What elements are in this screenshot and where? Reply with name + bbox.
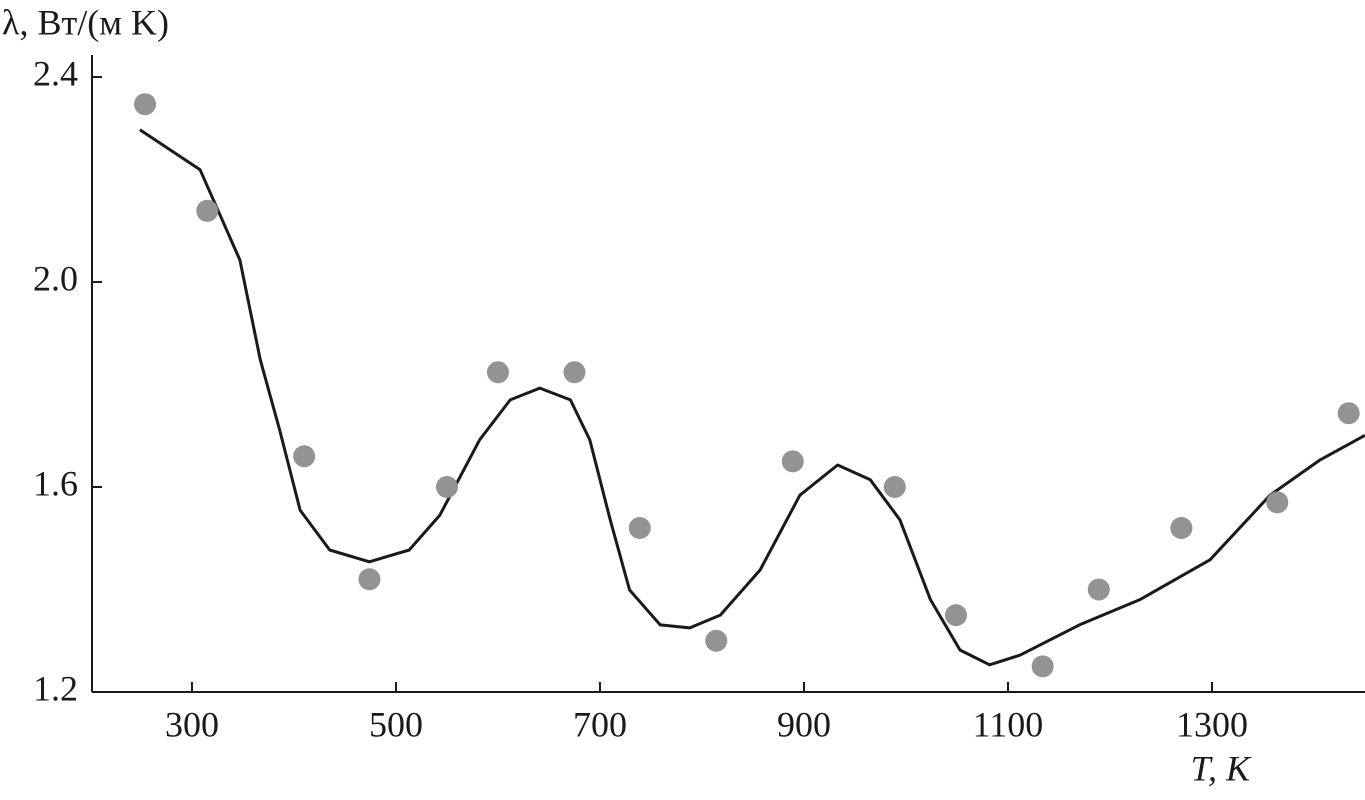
data-point [883,476,906,499]
fit-curve [139,128,1365,667]
data-point [293,445,316,468]
data-point [196,199,219,222]
y-tick-label: 2.0 [33,258,78,298]
y-tick-label: 2.4 [33,53,78,93]
x-tick-label: 700 [573,704,627,744]
data-point [628,517,651,540]
x-tick-label: 1100 [973,704,1044,744]
data-point [781,450,804,473]
data-point [486,361,509,384]
y-axis-label: λ, Вт/(м K) [2,2,169,42]
data-point [358,568,381,591]
data-point [563,361,586,384]
data-point [1170,517,1193,540]
data-point [435,476,458,499]
data-point [705,629,728,652]
x-tick-label: 500 [369,704,423,744]
y-tick-label: 1.2 [33,668,78,708]
data-point [1266,491,1289,514]
data-point [1031,655,1054,678]
data-point [944,604,967,627]
x-axis-label: T, K [1191,748,1252,788]
x-tick-label: 1300 [1176,704,1248,744]
x-tick-label: 300 [165,704,219,744]
data-point [1087,578,1110,601]
y-tick-label: 1.6 [33,463,78,503]
data-point [1337,402,1360,425]
x-tick-label: 900 [777,704,831,744]
data-point [134,93,157,116]
